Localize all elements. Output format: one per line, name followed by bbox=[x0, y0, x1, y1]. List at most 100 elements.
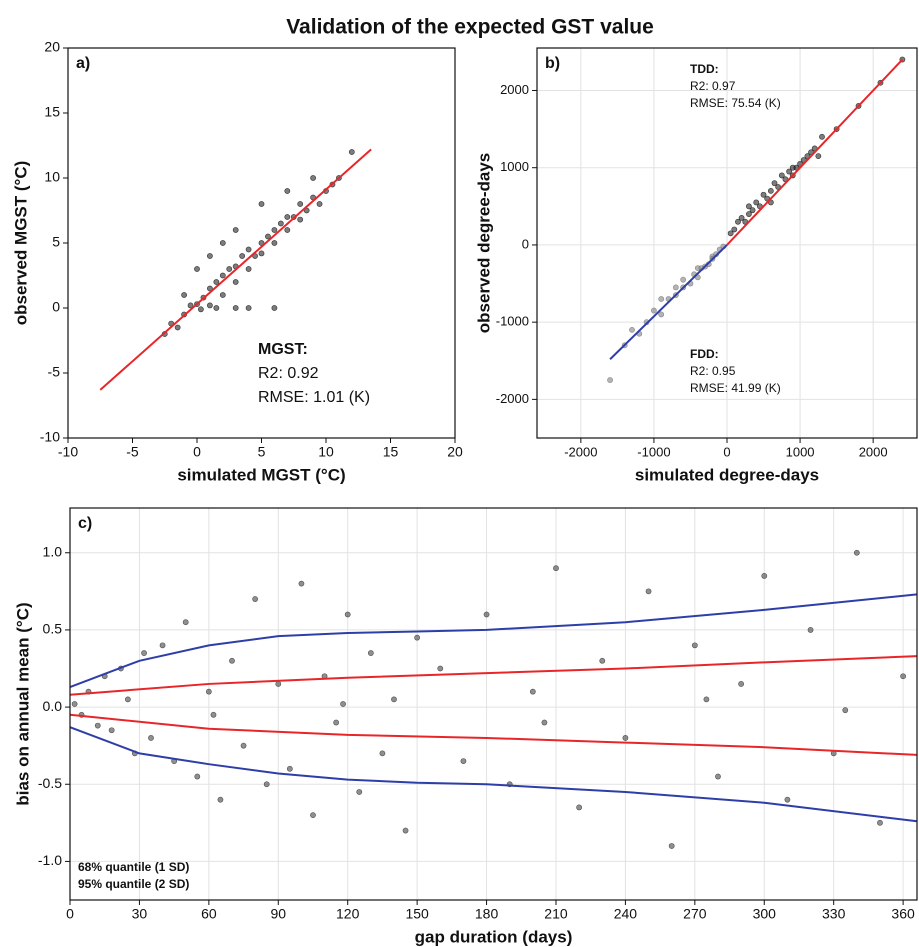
data-point bbox=[877, 819, 883, 826]
data-point bbox=[284, 227, 291, 233]
data-point bbox=[483, 611, 490, 618]
data-point bbox=[761, 573, 768, 579]
data-point bbox=[668, 843, 675, 849]
data-point bbox=[553, 565, 559, 572]
data-point bbox=[749, 207, 756, 214]
data-point bbox=[789, 164, 796, 171]
data-point bbox=[205, 688, 212, 695]
y-tick-label: 2000 bbox=[500, 82, 529, 97]
fit-line bbox=[69, 593, 918, 688]
data-point bbox=[124, 696, 131, 703]
data-point bbox=[340, 701, 346, 707]
x-tick-label: 270 bbox=[683, 906, 707, 922]
y-tick-label: -1000 bbox=[496, 314, 529, 329]
data-point bbox=[219, 240, 226, 246]
y-tick-label: 1000 bbox=[500, 159, 529, 174]
data-point bbox=[232, 305, 239, 311]
y-axis-label: observed degree-days bbox=[474, 153, 493, 333]
x-tick-label: 10 bbox=[318, 444, 334, 460]
data-point bbox=[263, 781, 270, 788]
data-point bbox=[753, 199, 760, 206]
data-point bbox=[277, 220, 284, 227]
data-point bbox=[310, 175, 316, 181]
data-point bbox=[414, 634, 421, 641]
y-tick-label: 10 bbox=[44, 169, 60, 185]
y-axis-label: bias on annual mean (°C) bbox=[13, 602, 32, 805]
data-point bbox=[206, 253, 213, 259]
data-point bbox=[460, 758, 467, 765]
plot-frame bbox=[69, 507, 918, 901]
data-point bbox=[703, 696, 710, 703]
y-tick-label: 1.0 bbox=[43, 543, 63, 559]
annotation: R2: 0.97 bbox=[690, 79, 736, 93]
x-tick-label: 30 bbox=[132, 906, 148, 922]
data-point bbox=[541, 719, 548, 726]
legend-entry: 95% quantile (2 SD) bbox=[78, 877, 189, 891]
data-point bbox=[658, 296, 665, 302]
data-point bbox=[271, 240, 278, 246]
y-tick-label: -2000 bbox=[496, 391, 529, 406]
x-tick-label: 5 bbox=[258, 444, 266, 460]
data-point bbox=[217, 796, 224, 803]
x-tick-label: 210 bbox=[544, 906, 568, 922]
data-point bbox=[232, 279, 239, 285]
plot-frame bbox=[67, 47, 456, 439]
x-tick-label: -1000 bbox=[637, 444, 670, 459]
data-point bbox=[219, 292, 226, 298]
annotation: R2: 0.95 bbox=[690, 364, 736, 378]
x-tick-label: 0 bbox=[193, 444, 201, 460]
x-tick-label: 330 bbox=[822, 906, 846, 922]
data-point bbox=[767, 187, 774, 194]
data-point bbox=[727, 230, 734, 237]
data-point bbox=[210, 711, 217, 718]
data-point bbox=[356, 789, 363, 795]
data-point bbox=[245, 266, 252, 272]
data-point bbox=[258, 250, 265, 257]
data-point bbox=[819, 133, 825, 140]
x-tick-label: 2000 bbox=[859, 444, 888, 459]
x-tick-label: -10 bbox=[58, 444, 78, 460]
data-point bbox=[402, 827, 409, 834]
data-point bbox=[226, 266, 233, 272]
data-point bbox=[651, 307, 657, 314]
data-point bbox=[599, 657, 606, 664]
data-point bbox=[219, 272, 226, 279]
x-tick-label: 1000 bbox=[786, 444, 815, 459]
data-point bbox=[629, 326, 635, 333]
fit-line bbox=[69, 655, 918, 696]
data-point bbox=[607, 377, 613, 383]
data-point bbox=[284, 188, 291, 194]
data-point bbox=[245, 246, 252, 253]
y-tick-label: -5 bbox=[48, 364, 61, 380]
fit-line bbox=[69, 713, 918, 756]
annotation: RMSE: 41.99 (K) bbox=[690, 381, 781, 395]
fit-line bbox=[99, 148, 372, 391]
data-point bbox=[735, 218, 741, 225]
y-tick-label: -0.5 bbox=[38, 775, 62, 791]
data-point bbox=[206, 302, 213, 309]
data-point bbox=[900, 673, 907, 680]
annotation: RMSE: 75.54 (K) bbox=[690, 96, 781, 110]
data-point bbox=[807, 627, 814, 633]
data-point bbox=[194, 266, 200, 272]
data-point bbox=[174, 324, 181, 331]
x-tick-label: 60 bbox=[201, 906, 217, 922]
plot-frame bbox=[536, 47, 918, 439]
data-point bbox=[746, 203, 752, 210]
data-point bbox=[240, 742, 247, 749]
data-point bbox=[529, 688, 536, 695]
data-point bbox=[284, 214, 291, 220]
data-point bbox=[778, 172, 785, 179]
data-point bbox=[715, 773, 721, 780]
y-tick-label: 5 bbox=[52, 234, 60, 250]
fit-line bbox=[726, 58, 904, 246]
x-tick-label: 360 bbox=[891, 906, 915, 922]
panel-label: a) bbox=[76, 55, 90, 72]
data-point bbox=[310, 812, 316, 819]
data-point bbox=[680, 276, 687, 283]
data-point bbox=[344, 611, 351, 618]
data-point bbox=[297, 216, 304, 223]
y-tick-label: 0 bbox=[52, 299, 60, 315]
x-tick-label: 90 bbox=[270, 906, 286, 922]
data-point bbox=[94, 722, 101, 729]
